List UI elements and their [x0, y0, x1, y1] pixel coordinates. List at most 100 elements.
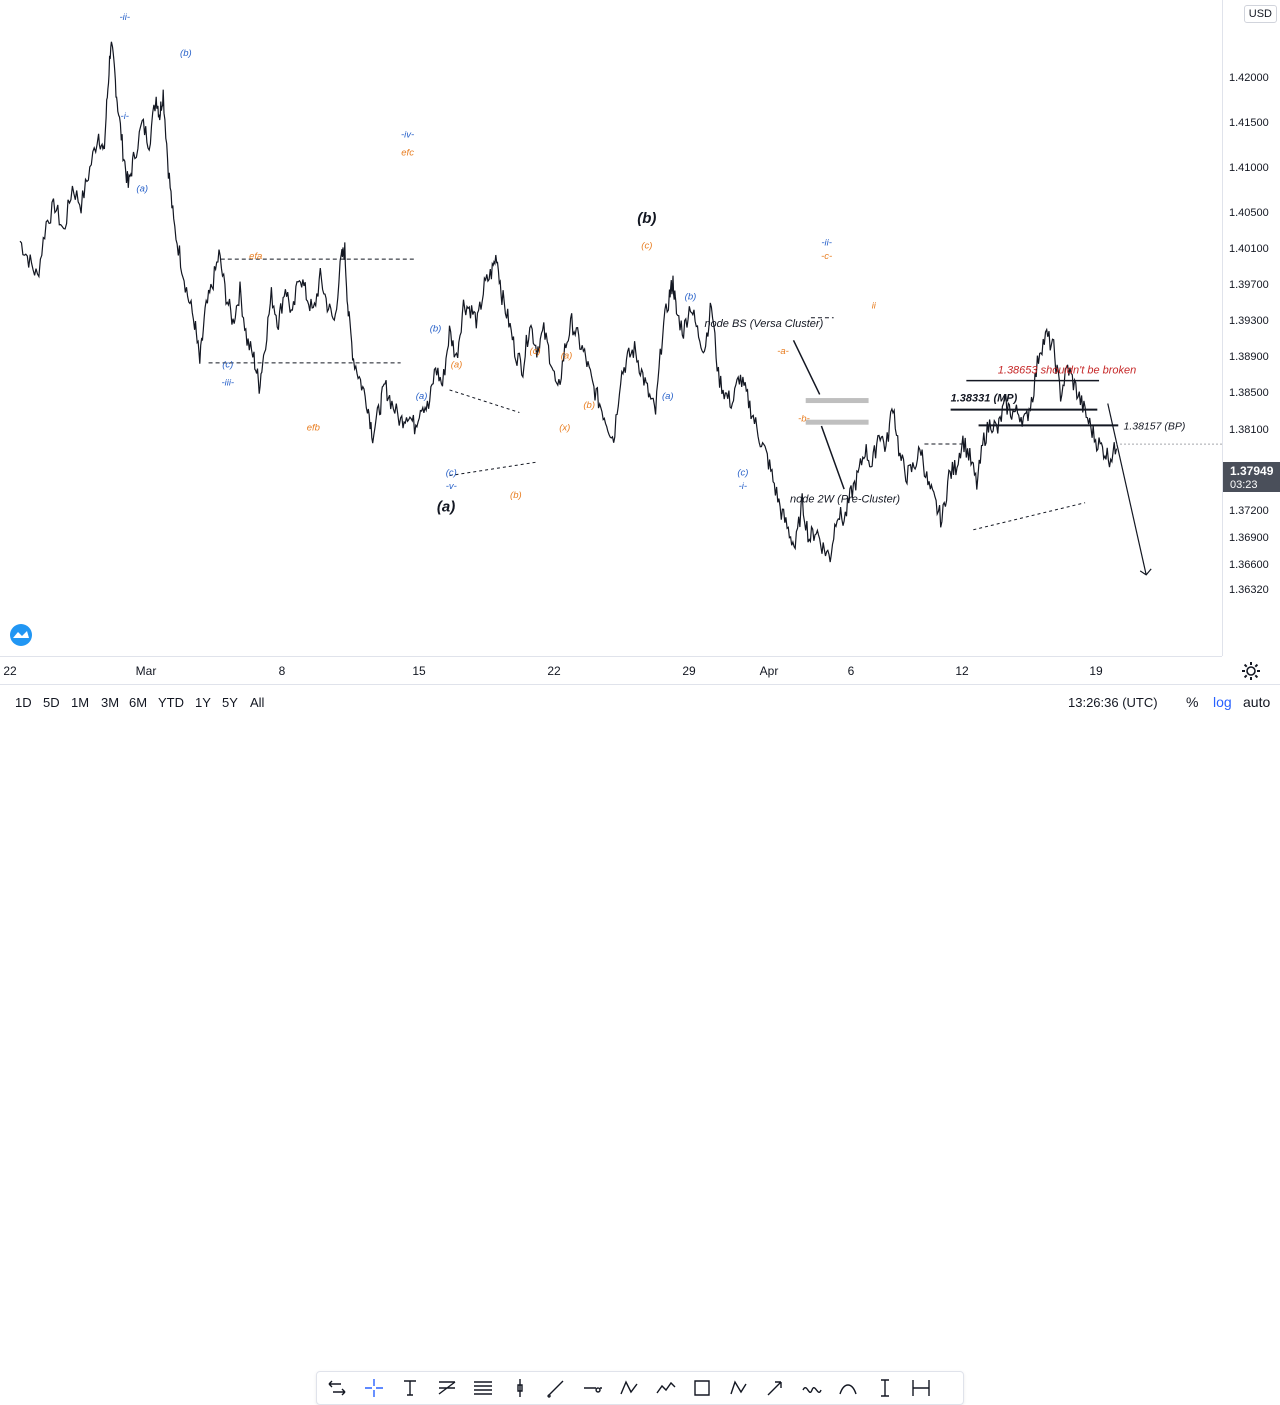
trend-lines-icon[interactable]: [435, 1376, 459, 1400]
time-tick-label: Mar: [135, 664, 157, 678]
wedge-upper-line: [449, 389, 520, 413]
price-tick-label: 1.41500: [1229, 116, 1269, 129]
auto-toggle[interactable]: auto: [1243, 694, 1271, 710]
gear-icon[interactable]: [1240, 660, 1262, 682]
level-label-mp: 1.38331 (MP): [951, 393, 1018, 405]
price-axis[interactable]: 1.42000 1.41500 1.41000 1.40500 1.40100 1.397…: [1222, 0, 1280, 656]
drawing-toolbar: [316, 1371, 964, 1405]
range-button-1y[interactable]: 1Y: [195, 695, 211, 710]
wave-label-3: (a): [136, 183, 148, 194]
percent-toggle[interactable]: %: [1186, 694, 1199, 710]
wave-label-31: ii: [872, 301, 877, 312]
time-axis[interactable]: 22 Mar 8 15 22 29 Apr 6 12 19: [0, 656, 1222, 685]
chart-area[interactable]: 1.38653 shouldn't be broken 1.38331 (MP) 1…: [0, 0, 1222, 656]
node-bs-pointer: [792, 339, 821, 395]
curve-icon[interactable]: [800, 1376, 824, 1400]
projection-arrow-line: [1107, 403, 1147, 576]
range-button-3m[interactable]: 3M: [101, 695, 120, 710]
time-tick-label: 15: [412, 664, 426, 678]
measure-icon[interactable]: [873, 1376, 897, 1400]
last-price: 1.37949: [1230, 464, 1274, 478]
time-tick-label: 8: [278, 664, 286, 678]
time-tick-label: 29: [682, 664, 696, 678]
wave-label-17: (c): [530, 346, 541, 357]
ray-icon[interactable]: [544, 1376, 568, 1400]
path-icon[interactable]: [654, 1376, 678, 1400]
price-series-line: [19, 41, 1118, 563]
wave-label-10: (b): [430, 323, 442, 334]
wave-label-4: efa: [249, 251, 262, 262]
wave-label-14: -v-: [446, 481, 457, 492]
wave-label-19: (x): [559, 423, 570, 434]
range-button-5d[interactable]: 5D: [43, 695, 60, 710]
note-node-bs: node BS (Versa Cluster): [704, 318, 823, 330]
price-tick-label: 1.37200: [1229, 504, 1269, 517]
node-2w-pointer: [820, 425, 845, 490]
price-tick-label: 1.41000: [1229, 161, 1269, 174]
wave-label-1: (b): [180, 48, 192, 59]
range-button-all[interactable]: All: [250, 695, 265, 710]
wave-label-30: -b-: [798, 414, 810, 425]
wave-label-25: (c): [737, 468, 748, 479]
date-range-icon[interactable]: [909, 1376, 933, 1400]
log-toggle[interactable]: log: [1213, 694, 1232, 710]
price-tick-label: 1.38900: [1229, 351, 1269, 364]
time-tick-label: 6: [847, 664, 855, 678]
wave-label-11: (a): [451, 359, 463, 370]
arrow-icon[interactable]: [763, 1376, 787, 1400]
price-tick-label: 1.42000: [1229, 71, 1269, 84]
wave-label-24: (a): [662, 391, 674, 402]
wave-label-13: (c): [446, 468, 457, 479]
wave-label-9: efc: [401, 147, 414, 158]
level-label-dont-break: 1.38653 shouldn't be broken: [998, 365, 1137, 377]
abcd-icon[interactable]: [727, 1376, 751, 1400]
node-bs-box: [805, 398, 869, 404]
crosshair-icon[interactable]: [362, 1376, 386, 1400]
price-tick-label: 1.36320: [1229, 584, 1269, 597]
price-tick-label: 1.38500: [1229, 387, 1269, 400]
vertical-line-icon[interactable]: [508, 1376, 532, 1400]
range-button-6m[interactable]: 6M: [129, 695, 148, 710]
wave-label-18: (a): [561, 350, 573, 361]
utc-clock[interactable]: 13:26:36 (UTC): [1068, 695, 1158, 710]
text-icon[interactable]: [398, 1376, 422, 1400]
wave-label-15: (a): [437, 499, 455, 516]
wave-label-16: (b): [510, 490, 522, 501]
wave-label-21: (b): [637, 210, 656, 227]
wave-label-5: (c): [222, 359, 233, 370]
price-tick-label: 1.36900: [1229, 531, 1269, 544]
tradingview-logo-icon[interactable]: [8, 624, 34, 646]
bar-countdown: 03:23: [1230, 479, 1258, 491]
price-chart[interactable]: 1.38653 shouldn't be broken 1.38331 (MP) 1…: [0, 0, 1222, 656]
price-tick-label: 1.40100: [1229, 243, 1269, 256]
wave-label-20: (b): [583, 400, 595, 411]
price-tick-label: 1.39700: [1229, 279, 1269, 292]
projection-arrow-head: [1139, 568, 1152, 576]
wave-label-26: -i-: [739, 481, 747, 492]
fib-icon[interactable]: [471, 1376, 495, 1400]
arc-icon[interactable]: [836, 1376, 860, 1400]
compare-icon[interactable]: [325, 1376, 349, 1400]
wave-label-7: efb: [307, 423, 320, 434]
currency-badge[interactable]: USD: [1243, 5, 1277, 23]
last-price-tag: 1.37949 03:23: [1223, 462, 1280, 492]
wave-label-0: -ii-: [119, 12, 130, 23]
wave-label-29: -a-: [777, 346, 789, 357]
pattern-icon[interactable]: [617, 1376, 641, 1400]
wave-label-28: -c-: [821, 251, 832, 262]
range-button-ytd[interactable]: YTD: [158, 695, 184, 710]
wave-label-22: (c): [641, 240, 652, 251]
node-2w-box: [805, 419, 869, 425]
range-button-1m[interactable]: 1M: [71, 695, 90, 710]
time-tick-label: Apr: [759, 664, 779, 678]
wave-label-8: -iv-: [401, 129, 414, 140]
level-label-bp: 1.38157 (BP): [1123, 420, 1185, 432]
range-button-1d[interactable]: 1D: [15, 695, 32, 710]
range-button-5y[interactable]: 5Y: [222, 695, 238, 710]
price-tick-label: 1.40500: [1229, 206, 1269, 219]
wave-label-12: (a): [416, 391, 428, 402]
time-tick-label: 22: [3, 664, 17, 678]
time-tick-label: 22: [547, 664, 561, 678]
rectangle-icon[interactable]: [690, 1376, 714, 1400]
horizontal-ray-icon[interactable]: [581, 1376, 605, 1400]
